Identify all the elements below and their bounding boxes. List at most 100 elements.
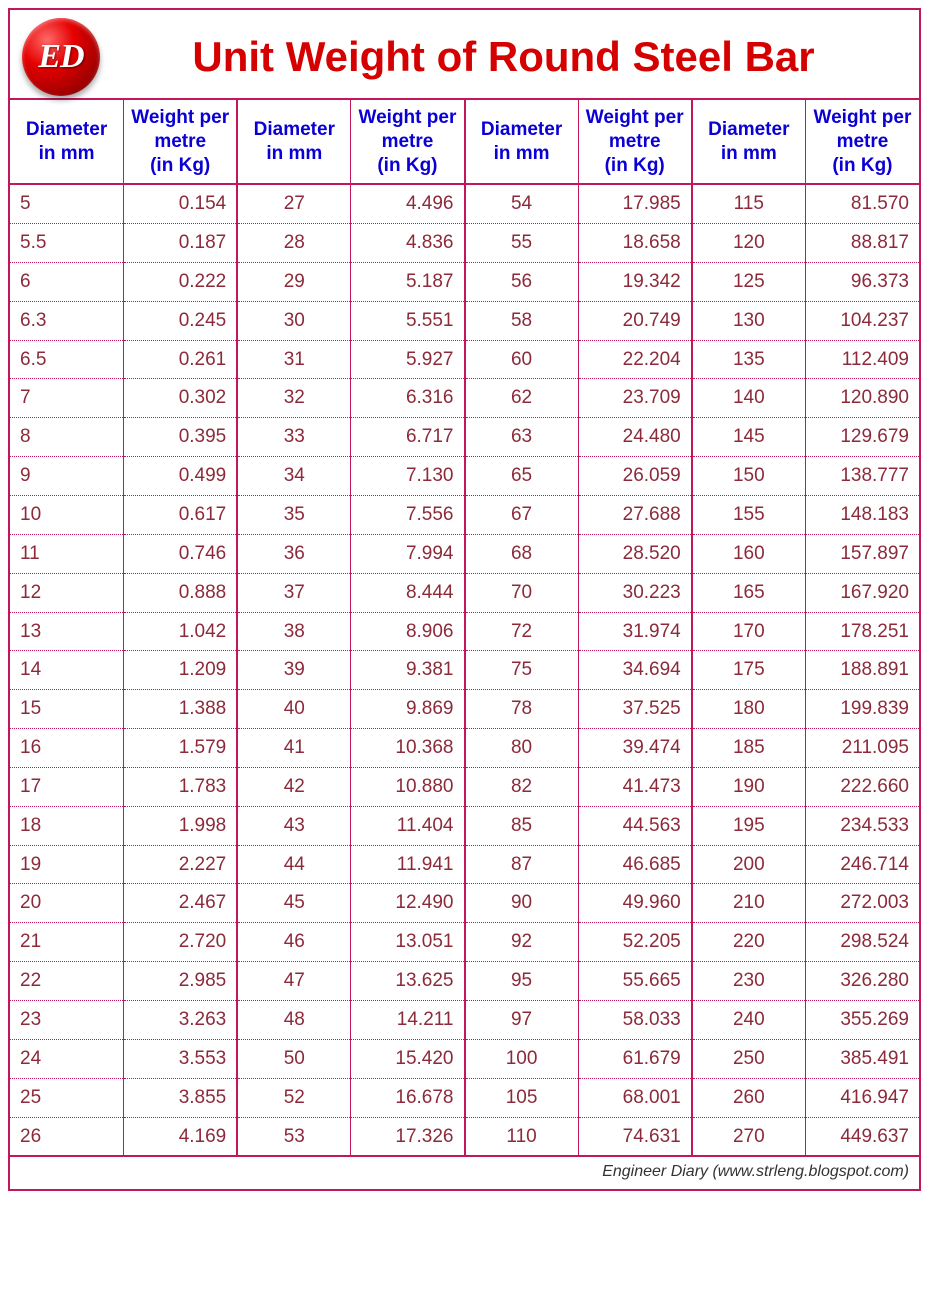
cell-diameter: 115 xyxy=(692,184,806,223)
cell-diameter: 230 xyxy=(692,962,806,1001)
table-row: 264.1695317.32611074.631270449.637 xyxy=(10,1117,919,1156)
cell-diameter: 95 xyxy=(465,962,579,1001)
cell-diameter: 35 xyxy=(237,496,351,535)
cell-diameter: 62 xyxy=(465,379,579,418)
cell-diameter: 18 xyxy=(10,806,124,845)
cell-weight: 167.920 xyxy=(805,573,919,612)
cell-weight: 0.222 xyxy=(124,262,238,301)
table-row: 6.30.245305.5515820.749130104.237 xyxy=(10,301,919,340)
cell-weight: 0.617 xyxy=(124,496,238,535)
cell-weight: 34.694 xyxy=(578,651,692,690)
cell-diameter: 7 xyxy=(10,379,124,418)
cell-weight: 157.897 xyxy=(805,534,919,573)
weight-table: Diameterin mmWeight permetre(in Kg)Diame… xyxy=(10,98,919,1157)
cell-diameter: 150 xyxy=(692,457,806,496)
table-row: 100.617357.5566727.688155148.183 xyxy=(10,496,919,535)
cell-diameter: 6.5 xyxy=(10,340,124,379)
cell-diameter: 53 xyxy=(237,1117,351,1156)
cell-diameter: 38 xyxy=(237,612,351,651)
table-head: Diameterin mmWeight permetre(in Kg)Diame… xyxy=(10,99,919,184)
cell-weight: 17.985 xyxy=(578,184,692,223)
cell-diameter: 6.3 xyxy=(10,301,124,340)
cell-diameter: 30 xyxy=(237,301,351,340)
cell-diameter: 90 xyxy=(465,884,579,923)
cell-diameter: 210 xyxy=(692,884,806,923)
cell-diameter: 46 xyxy=(237,923,351,962)
cell-diameter: 125 xyxy=(692,262,806,301)
cell-weight: 3.263 xyxy=(124,1000,238,1039)
cell-diameter: 50 xyxy=(237,1039,351,1078)
cell-weight: 26.059 xyxy=(578,457,692,496)
cell-weight: 4.496 xyxy=(351,184,465,223)
document-frame: ED Unit Weight of Round Steel Bar Diamet… xyxy=(8,8,921,1191)
cell-weight: 129.679 xyxy=(805,418,919,457)
cell-diameter: 11 xyxy=(10,534,124,573)
cell-diameter: 70 xyxy=(465,573,579,612)
cell-weight: 17.326 xyxy=(351,1117,465,1156)
col-header-weight: Weight permetre(in Kg) xyxy=(578,99,692,184)
cell-weight: 246.714 xyxy=(805,845,919,884)
cell-diameter: 195 xyxy=(692,806,806,845)
cell-diameter: 250 xyxy=(692,1039,806,1078)
cell-weight: 355.269 xyxy=(805,1000,919,1039)
col-header-diameter: Diameterin mm xyxy=(10,99,124,184)
cell-weight: 1.209 xyxy=(124,651,238,690)
col-header-diameter: Diameterin mm xyxy=(465,99,579,184)
logo-badge: ED xyxy=(22,18,100,96)
cell-weight: 13.051 xyxy=(351,923,465,962)
cell-diameter: 23 xyxy=(10,1000,124,1039)
cell-diameter: 48 xyxy=(237,1000,351,1039)
cell-weight: 0.395 xyxy=(124,418,238,457)
cell-diameter: 37 xyxy=(237,573,351,612)
cell-weight: 138.777 xyxy=(805,457,919,496)
table-row: 120.888378.4447030.223165167.920 xyxy=(10,573,919,612)
cell-weight: 7.994 xyxy=(351,534,465,573)
cell-diameter: 185 xyxy=(692,729,806,768)
cell-diameter: 27 xyxy=(237,184,351,223)
cell-diameter: 68 xyxy=(465,534,579,573)
table-row: 161.5794110.3688039.474185211.095 xyxy=(10,729,919,768)
cell-weight: 416.947 xyxy=(805,1078,919,1117)
cell-weight: 0.187 xyxy=(124,224,238,263)
table-row: 171.7834210.8808241.473190222.660 xyxy=(10,767,919,806)
cell-weight: 11.941 xyxy=(351,845,465,884)
cell-diameter: 56 xyxy=(465,262,579,301)
table-row: 202.4674512.4909049.960210272.003 xyxy=(10,884,919,923)
cell-weight: 31.974 xyxy=(578,612,692,651)
cell-diameter: 140 xyxy=(692,379,806,418)
cell-diameter: 87 xyxy=(465,845,579,884)
cell-diameter: 82 xyxy=(465,767,579,806)
cell-diameter: 9 xyxy=(10,457,124,496)
cell-diameter: 40 xyxy=(237,690,351,729)
cell-weight: 0.888 xyxy=(124,573,238,612)
cell-diameter: 25 xyxy=(10,1078,124,1117)
cell-weight: 178.251 xyxy=(805,612,919,651)
cell-diameter: 39 xyxy=(237,651,351,690)
table-row: 50.154274.4965417.98511581.570 xyxy=(10,184,919,223)
cell-diameter: 8 xyxy=(10,418,124,457)
cell-diameter: 170 xyxy=(692,612,806,651)
cell-weight: 96.373 xyxy=(805,262,919,301)
cell-weight: 5.551 xyxy=(351,301,465,340)
cell-diameter: 5 xyxy=(10,184,124,223)
cell-weight: 58.033 xyxy=(578,1000,692,1039)
cell-weight: 19.342 xyxy=(578,262,692,301)
table-row: 192.2274411.9418746.685200246.714 xyxy=(10,845,919,884)
cell-diameter: 44 xyxy=(237,845,351,884)
cell-weight: 20.749 xyxy=(578,301,692,340)
table-row: 5.50.187284.8365518.65812088.817 xyxy=(10,224,919,263)
cell-weight: 326.280 xyxy=(805,962,919,1001)
table-row: 60.222295.1875619.34212596.373 xyxy=(10,262,919,301)
cell-weight: 88.817 xyxy=(805,224,919,263)
cell-diameter: 160 xyxy=(692,534,806,573)
cell-weight: 2.985 xyxy=(124,962,238,1001)
cell-weight: 234.533 xyxy=(805,806,919,845)
table-row: 212.7204613.0519252.205220298.524 xyxy=(10,923,919,962)
cell-diameter: 24 xyxy=(10,1039,124,1078)
cell-diameter: 20 xyxy=(10,884,124,923)
col-header-weight: Weight permetre(in Kg) xyxy=(805,99,919,184)
cell-diameter: 54 xyxy=(465,184,579,223)
cell-diameter: 41 xyxy=(237,729,351,768)
cell-diameter: 15 xyxy=(10,690,124,729)
cell-weight: 0.499 xyxy=(124,457,238,496)
